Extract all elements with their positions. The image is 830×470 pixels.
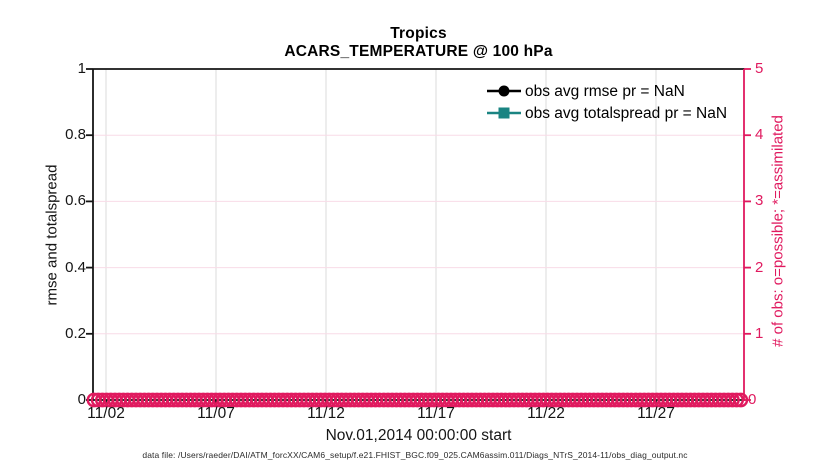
x-axis-label: Nov.01,2014 00:00:00 start bbox=[325, 427, 512, 444]
right-ytick-2: 2 bbox=[755, 259, 764, 276]
left-ytick-0p8: 0.8 bbox=[65, 126, 86, 143]
left-ytick-0: 0 bbox=[77, 391, 86, 408]
plot-title: Tropics bbox=[390, 25, 447, 42]
xtick-11-22: 11/22 bbox=[527, 405, 565, 422]
horizontal-gridlines bbox=[94, 134, 743, 335]
left-axis-ticks bbox=[86, 68, 93, 401]
left-ytick-0p2: 0.2 bbox=[65, 325, 86, 342]
xtick-11-02: 11/02 bbox=[87, 405, 125, 422]
left-ytick-0p4: 0.4 bbox=[65, 259, 86, 276]
left-ytick-0p6: 0.6 bbox=[65, 192, 86, 209]
right-ytick-3: 3 bbox=[755, 192, 764, 209]
plot-subtitle: ACARS_TEMPERATURE @ 100 hPa bbox=[284, 43, 553, 60]
legend-rmse-circle-marker bbox=[498, 85, 510, 97]
vertical-gridlines bbox=[105, 69, 657, 400]
xtick-11-07: 11/07 bbox=[197, 405, 235, 422]
legend-totalspread-square-marker bbox=[498, 107, 510, 119]
right-ytick-4: 4 bbox=[755, 126, 764, 143]
legend-label-rmse: obs avg rmse pr = NaN bbox=[525, 83, 685, 100]
legend-samples bbox=[487, 85, 521, 119]
xtick-11-27: 11/27 bbox=[637, 405, 675, 422]
left-axis-label: rmse and totalspread bbox=[43, 164, 61, 306]
right-ytick-5: 5 bbox=[755, 60, 764, 77]
right-ytick-1: 1 bbox=[755, 325, 764, 342]
right-axis-label: # of obs: o=possible; *=assimilated bbox=[769, 115, 787, 347]
obs-count-zero-markers bbox=[86, 392, 749, 408]
xtick-11-17: 11/17 bbox=[417, 405, 455, 422]
right-ytick-0: 0 bbox=[748, 391, 757, 408]
data-file-path: data file: /Users/raeder/DAI/ATM_forcXX/… bbox=[142, 450, 688, 460]
right-axis-ticks bbox=[744, 68, 751, 401]
xtick-11-12: 11/12 bbox=[307, 405, 345, 422]
title-block: Tropics ACARS_TEMPERATURE @ 100 hPa bbox=[93, 25, 744, 61]
left-ytick-1: 1 bbox=[77, 60, 86, 77]
legend-label-totalspread: obs avg totalspread pr = NaN bbox=[525, 105, 728, 122]
